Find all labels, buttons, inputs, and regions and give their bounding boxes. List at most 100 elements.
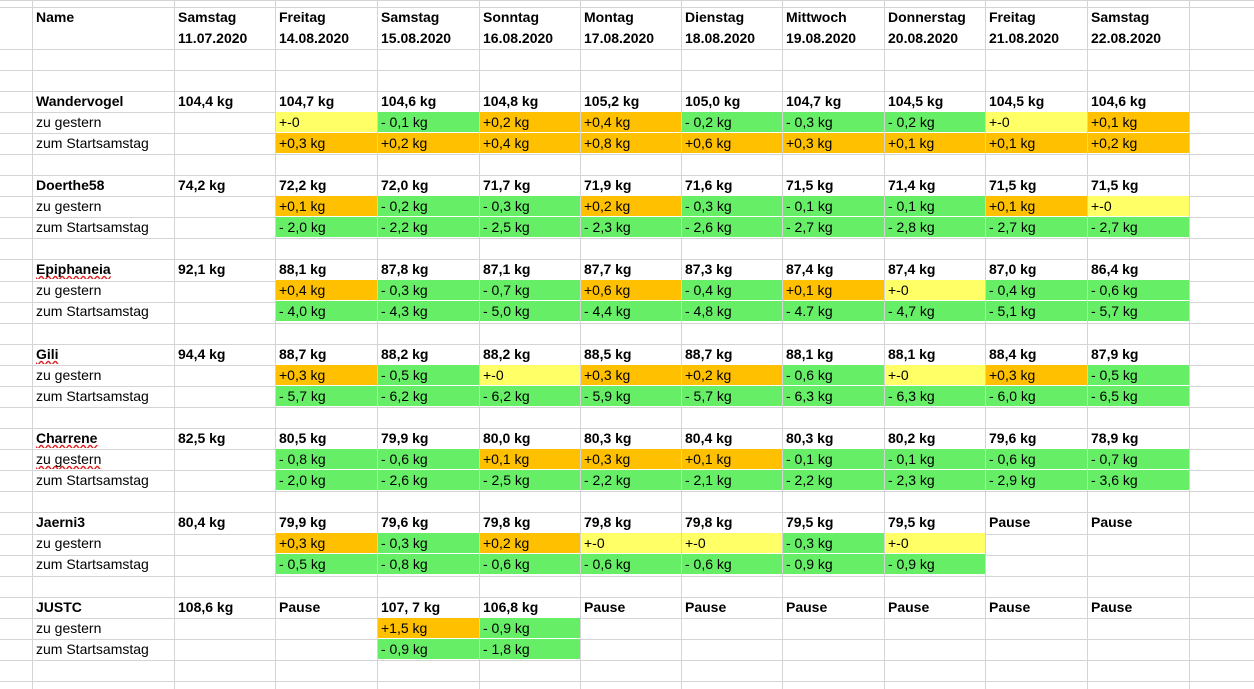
delta-start-cell[interactable]: - 2,2 kg <box>378 217 479 237</box>
delta-start-cell[interactable]: +0,6 kg <box>682 133 782 153</box>
delta-start-cell[interactable]: - 6,2 kg <box>480 386 580 406</box>
delta-start-cell[interactable]: - 0,8 kg <box>378 554 479 574</box>
delta-start-cell[interactable]: +0,4 kg <box>480 133 580 153</box>
delta-yesterday-cell[interactable]: - 0,3 kg <box>480 196 580 216</box>
delta-start-cell[interactable] <box>682 639 782 659</box>
delta-start-cell[interactable]: - 2,7 kg <box>1088 217 1189 237</box>
delta-start-cell[interactable] <box>175 217 275 237</box>
weight-cell[interactable]: 105,2 kg <box>584 93 640 109</box>
weight-cell[interactable]: 88,7 kg <box>279 346 327 362</box>
delta-yesterday-cell[interactable] <box>885 618 985 638</box>
delta-start-cell[interactable] <box>783 639 884 659</box>
weight-cell[interactable]: 80,4 kg <box>178 514 226 530</box>
delta-start-cell[interactable]: - 6,2 kg <box>378 386 479 406</box>
delta-start-cell[interactable]: - 0,9 kg <box>885 554 985 574</box>
delta-start-cell[interactable]: - 2,8 kg <box>885 217 985 237</box>
weight-cell[interactable]: 80,5 kg <box>279 430 327 446</box>
delta-yesterday-cell[interactable]: +0,2 kg <box>682 365 782 385</box>
weight-cell[interactable]: 105,0 kg <box>685 93 741 109</box>
delta-yesterday-cell[interactable]: - 0,1 kg <box>783 449 884 469</box>
delta-yesterday-cell[interactable] <box>581 618 681 638</box>
delta-yesterday-cell[interactable] <box>783 618 884 638</box>
person-name[interactable]: Doerthe58 <box>36 177 105 193</box>
delta-yesterday-cell[interactable]: - 0,1 kg <box>783 196 884 216</box>
weight-cell[interactable]: Pause <box>1091 599 1133 615</box>
header-weekday[interactable]: Freitag <box>279 9 326 25</box>
weight-cell[interactable]: 104,7 kg <box>279 93 335 109</box>
delta-start-cell[interactable]: - 2,1 kg <box>682 470 782 490</box>
delta-yesterday-cell[interactable]: - 0,5 kg <box>378 365 479 385</box>
weight-cell[interactable]: 86,4 kg <box>1091 261 1139 277</box>
weight-cell[interactable]: 88,2 kg <box>381 346 429 362</box>
weight-cell[interactable]: Pause <box>279 599 321 615</box>
person-name[interactable]: Wandervogel <box>36 93 124 109</box>
header-date[interactable]: 14.08.2020 <box>279 30 350 46</box>
delta-start-cell[interactable]: - 2,0 kg <box>276 470 377 490</box>
delta-start-cell[interactable]: - 6,3 kg <box>885 386 985 406</box>
delta-start-cell[interactable]: - 0,6 kg <box>581 554 681 574</box>
delta-start-cell[interactable]: - 6,5 kg <box>1088 386 1189 406</box>
delta-yesterday-cell[interactable]: +-0 <box>480 365 580 385</box>
weight-cell[interactable]: 88,2 kg <box>483 346 531 362</box>
delta-start-cell[interactable]: - 4,3 kg <box>378 301 479 321</box>
delta-yesterday-cell[interactable] <box>175 365 275 385</box>
delta-yesterday-cell[interactable]: - 0,6 kg <box>1088 280 1189 300</box>
weight-cell[interactable]: 79,9 kg <box>381 430 429 446</box>
weight-cell[interactable]: 71,5 kg <box>786 177 834 193</box>
delta-yesterday-cell[interactable] <box>175 449 275 469</box>
weight-cell[interactable]: Pause <box>888 599 930 615</box>
delta-yesterday-cell[interactable]: - 0,1 kg <box>885 196 985 216</box>
header-weekday[interactable]: Montag <box>584 9 634 25</box>
delta-yesterday-cell[interactable]: +-0 <box>276 112 377 132</box>
label-yesterday[interactable]: zu gestern <box>36 451 102 467</box>
delta-yesterday-cell[interactable]: - 0,6 kg <box>378 449 479 469</box>
delta-yesterday-cell[interactable]: +-0 <box>986 112 1087 132</box>
delta-yesterday-cell[interactable]: +0,2 kg <box>480 533 580 553</box>
delta-start-cell[interactable]: - 4,4 kg <box>581 301 681 321</box>
weight-cell[interactable]: 71,7 kg <box>483 177 531 193</box>
weight-cell[interactable]: 104,4 kg <box>178 93 234 109</box>
delta-yesterday-cell[interactable] <box>175 196 275 216</box>
person-name[interactable]: Charrene <box>36 430 98 446</box>
header-weekday[interactable]: Samstag <box>178 9 237 25</box>
delta-start-cell[interactable]: +0,1 kg <box>986 133 1087 153</box>
delta-start-cell[interactable] <box>175 386 275 406</box>
weight-cell[interactable]: 104,5 kg <box>989 93 1045 109</box>
weight-cell[interactable]: 92,1 kg <box>178 261 226 277</box>
weight-cell[interactable]: 106,8 kg <box>483 599 539 615</box>
delta-start-cell[interactable]: - 5,7 kg <box>682 386 782 406</box>
delta-yesterday-cell[interactable] <box>175 618 275 638</box>
weight-cell[interactable]: 80,3 kg <box>584 430 632 446</box>
label-start[interactable]: zum Startsamstag <box>36 135 149 151</box>
delta-yesterday-cell[interactable]: - 0,9 kg <box>480 618 580 638</box>
delta-start-cell[interactable]: - 2,5 kg <box>480 217 580 237</box>
label-yesterday[interactable]: zu gestern <box>36 620 102 636</box>
delta-start-cell[interactable] <box>175 133 275 153</box>
delta-start-cell[interactable]: - 0,6 kg <box>480 554 580 574</box>
delta-start-cell[interactable]: - 0,5 kg <box>276 554 377 574</box>
person-name[interactable]: Gili <box>36 346 59 362</box>
delta-start-cell[interactable]: +0,2 kg <box>1088 133 1189 153</box>
delta-start-cell[interactable]: - 2,0 kg <box>276 217 377 237</box>
delta-start-cell[interactable]: - 2,9 kg <box>986 470 1087 490</box>
delta-yesterday-cell[interactable]: +0,2 kg <box>581 196 681 216</box>
delta-yesterday-cell[interactable] <box>175 533 275 553</box>
weight-cell[interactable]: 88,5 kg <box>584 346 632 362</box>
person-name[interactable]: Jaerni3 <box>36 514 86 530</box>
weight-cell[interactable]: 72,2 kg <box>279 177 327 193</box>
weight-cell[interactable]: 80,4 kg <box>685 430 733 446</box>
weight-cell[interactable]: 87,9 kg <box>1091 346 1139 362</box>
delta-yesterday-cell[interactable]: +0,3 kg <box>986 365 1087 385</box>
delta-yesterday-cell[interactable]: +-0 <box>885 533 985 553</box>
delta-yesterday-cell[interactable]: - 0,3 kg <box>783 112 884 132</box>
label-start[interactable]: zum Startsamstag <box>36 472 149 488</box>
label-yesterday[interactable]: zu gestern <box>36 367 102 383</box>
delta-yesterday-cell[interactable]: +-0 <box>885 365 985 385</box>
weight-cell[interactable]: 87,7 kg <box>584 261 632 277</box>
delta-yesterday-cell[interactable]: - 0,1 kg <box>378 112 479 132</box>
delta-start-cell[interactable] <box>175 470 275 490</box>
delta-yesterday-cell[interactable]: +0,1 kg <box>276 196 377 216</box>
label-start[interactable]: zum Startsamstag <box>36 303 149 319</box>
delta-yesterday-cell[interactable]: - 0,3 kg <box>378 280 479 300</box>
delta-yesterday-cell[interactable]: - 0,7 kg <box>1088 449 1189 469</box>
